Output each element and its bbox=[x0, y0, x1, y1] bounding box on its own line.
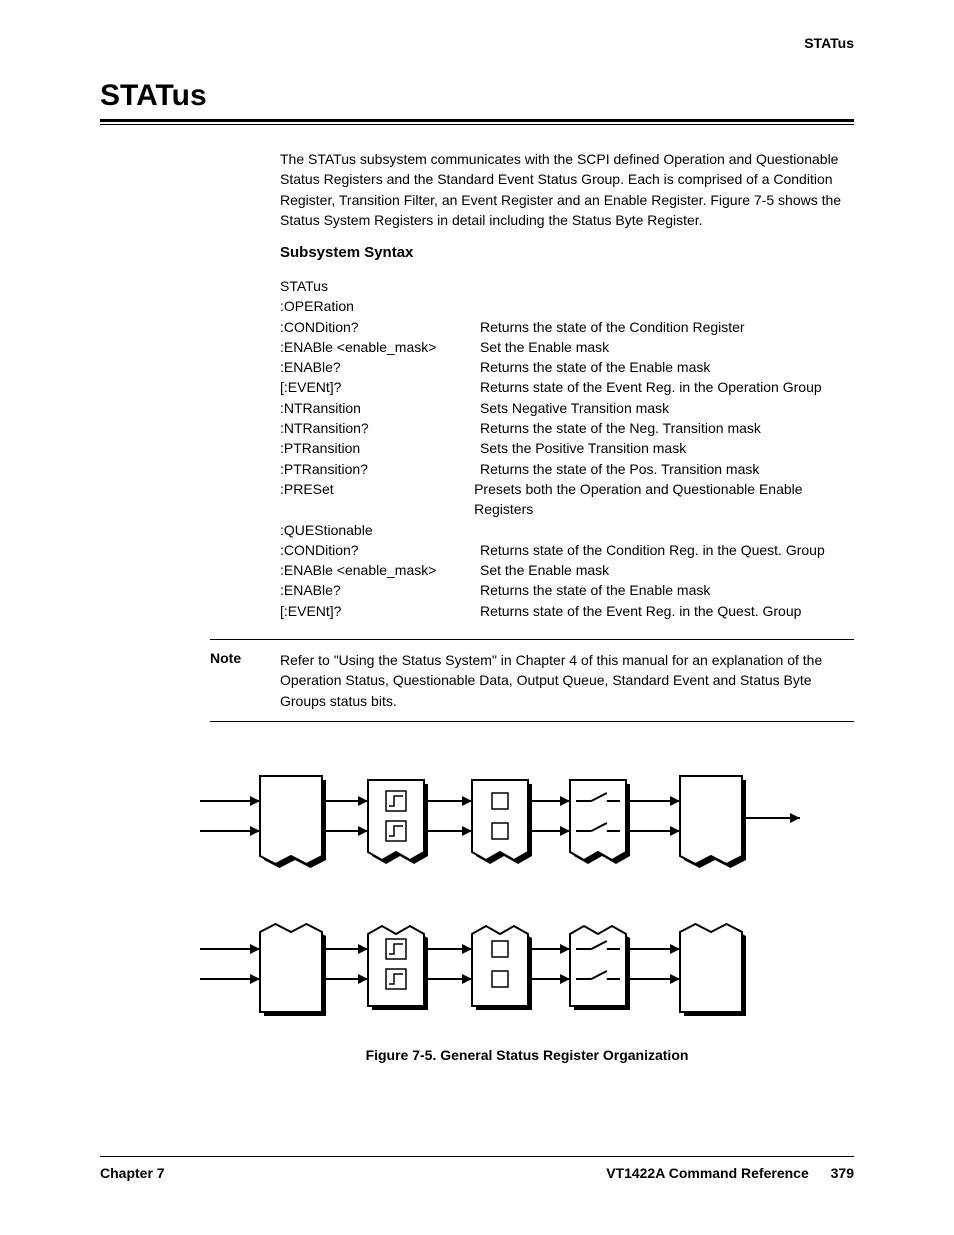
command-row: [:EVENt]?Returns state of the Event Reg.… bbox=[280, 601, 854, 621]
command-name: :ENABle <enable_mask> bbox=[280, 560, 480, 580]
command-name: STATus bbox=[280, 276, 480, 296]
command-name: :ENABle <enable_mask> bbox=[280, 337, 480, 357]
command-row: :CONDition?Returns state of the Conditio… bbox=[280, 540, 854, 560]
command-desc: Returns state of the Condition Reg. in t… bbox=[480, 540, 825, 560]
note-rule-bottom bbox=[210, 721, 854, 722]
command-row: :ENABle <enable_mask>Set the Enable mask bbox=[280, 337, 854, 357]
command-name: :CONDition? bbox=[280, 540, 480, 560]
command-list: STATus:OPERation:CONDition?Returns the s… bbox=[280, 276, 854, 621]
body-text: The STATus subsystem communicates with t… bbox=[280, 149, 854, 621]
intro-paragraph: The STATus subsystem communicates with t… bbox=[280, 149, 854, 230]
command-desc: Returns state of the Event Reg. in the O… bbox=[480, 377, 822, 397]
command-name: :QUEStionable bbox=[280, 520, 480, 540]
command-desc: Set the Enable mask bbox=[480, 337, 609, 357]
figure-svg bbox=[200, 766, 840, 1036]
command-name: [:EVENt]? bbox=[280, 601, 480, 621]
command-desc: Returns the state of the Condition Regis… bbox=[480, 317, 745, 337]
command-row: [:EVENt]?Returns state of the Event Reg.… bbox=[280, 377, 854, 397]
figure: Figure 7-5. General Status Register Orga… bbox=[200, 766, 854, 1063]
footer-chapter: Chapter 7 bbox=[100, 1165, 165, 1181]
command-desc: Returns the state of the Enable mask bbox=[480, 357, 710, 377]
command-desc: Returns state of the Event Reg. in the Q… bbox=[480, 601, 801, 621]
command-row: STATus bbox=[280, 276, 854, 296]
running-header: STATus bbox=[100, 35, 854, 51]
footer-right-text: VT1422A Command Reference bbox=[606, 1165, 809, 1181]
command-desc: Sets Negative Transition mask bbox=[480, 398, 669, 418]
subsystem-syntax-title: Subsystem Syntax bbox=[280, 242, 854, 264]
command-row: :PRESetPresets both the Operation and Qu… bbox=[280, 479, 854, 520]
note-label: Note bbox=[210, 650, 280, 666]
command-name: :PRESet bbox=[280, 479, 474, 520]
title-rule bbox=[100, 119, 854, 125]
command-row: :PTRansition?Returns the state of the Po… bbox=[280, 459, 854, 479]
command-row: :OPERation bbox=[280, 296, 854, 316]
command-row: :ENABle?Returns the state of the Enable … bbox=[280, 580, 854, 600]
command-row: :ENABle?Returns the state of the Enable … bbox=[280, 357, 854, 377]
command-row: :NTRansitionSets Negative Transition mas… bbox=[280, 398, 854, 418]
command-name: :PTRansition bbox=[280, 438, 480, 458]
command-name: :ENABle? bbox=[280, 580, 480, 600]
command-row: :QUEStionable bbox=[280, 520, 854, 540]
command-name: :NTRansition bbox=[280, 398, 480, 418]
command-name: :NTRansition? bbox=[280, 418, 480, 438]
command-desc: Sets the Positive Transition mask bbox=[480, 438, 686, 458]
note-block: Note Refer to "Using the Status System" … bbox=[210, 639, 854, 722]
footer-doc-title: VT1422A Command Reference 379 bbox=[606, 1165, 854, 1181]
command-desc: Returns the state of the Enable mask bbox=[480, 580, 710, 600]
command-desc: Returns the state of the Pos. Transition… bbox=[480, 459, 759, 479]
command-name: :PTRansition? bbox=[280, 459, 480, 479]
page-title: STATus bbox=[100, 79, 854, 113]
note-text: Refer to "Using the Status System" in Ch… bbox=[280, 650, 854, 711]
command-desc: Returns the state of the Neg. Transition… bbox=[480, 418, 761, 438]
command-desc: Set the Enable mask bbox=[480, 560, 609, 580]
command-row: :NTRansition?Returns the state of the Ne… bbox=[280, 418, 854, 438]
command-row: :CONDition?Returns the state of the Cond… bbox=[280, 317, 854, 337]
command-name: [:EVENt]? bbox=[280, 377, 480, 397]
footer: Chapter 7 VT1422A Command Reference 379 bbox=[100, 1156, 854, 1181]
command-name: :CONDition? bbox=[280, 317, 480, 337]
command-desc: Presets both the Operation and Questiona… bbox=[474, 479, 854, 520]
footer-rule bbox=[100, 1156, 854, 1157]
command-name: :ENABle? bbox=[280, 357, 480, 377]
command-name: :OPERation bbox=[280, 296, 480, 316]
footer-page-number: 379 bbox=[831, 1165, 854, 1181]
figure-caption: Figure 7-5. General Status Register Orga… bbox=[200, 1047, 854, 1063]
command-row: :ENABle <enable_mask>Set the Enable mask bbox=[280, 560, 854, 580]
command-row: :PTRansitionSets the Positive Transition… bbox=[280, 438, 854, 458]
